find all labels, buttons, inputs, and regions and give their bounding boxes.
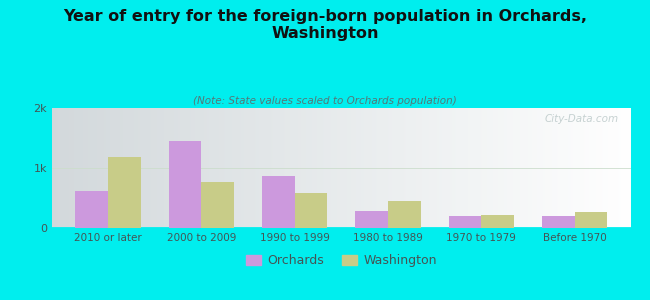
Text: (Note: State values scaled to Orchards population): (Note: State values scaled to Orchards p… bbox=[193, 96, 457, 106]
Legend: Orchards, Washington: Orchards, Washington bbox=[240, 249, 442, 272]
Bar bbox=[294, 193, 327, 228]
Bar bbox=[202, 182, 234, 228]
Bar bbox=[448, 216, 481, 228]
Text: City-Data.com: City-Data.com bbox=[545, 114, 619, 124]
Bar bbox=[262, 176, 294, 228]
Bar bbox=[481, 215, 514, 228]
Bar bbox=[75, 191, 108, 228]
Text: Year of entry for the foreign-born population in Orchards,
Washington: Year of entry for the foreign-born popul… bbox=[63, 9, 587, 41]
Bar bbox=[575, 212, 607, 228]
Bar bbox=[108, 157, 140, 228]
Bar bbox=[168, 141, 202, 228]
Bar bbox=[356, 211, 388, 228]
Bar bbox=[542, 216, 575, 228]
Bar bbox=[388, 201, 421, 228]
